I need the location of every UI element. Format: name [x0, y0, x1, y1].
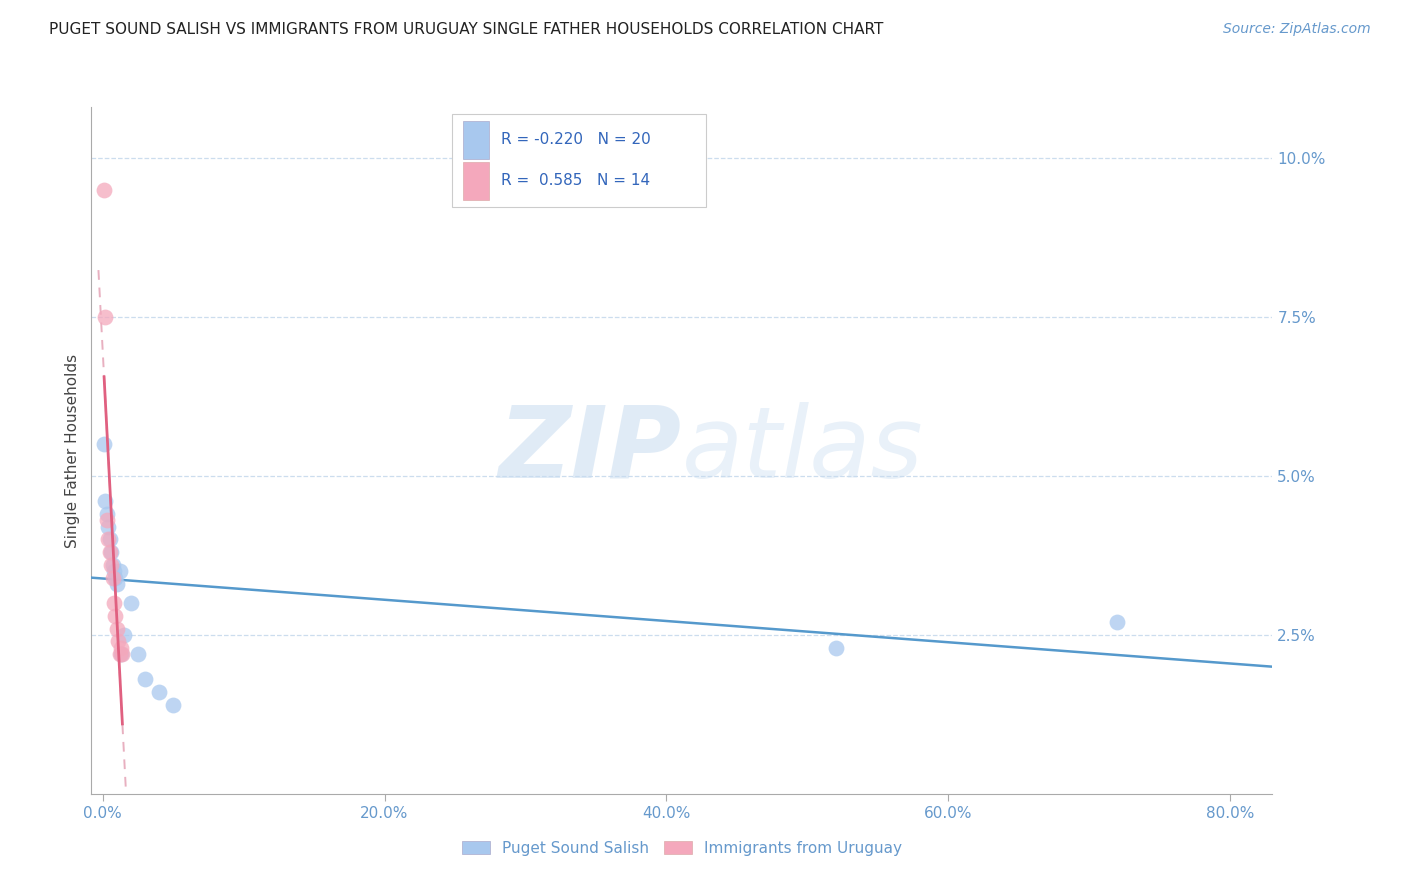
Point [824, 640, 846, 655]
Point [104, 608, 127, 623]
Point [127, 647, 149, 661]
Point [98, 545, 121, 559]
Point [105, 577, 128, 591]
Point [110, 640, 132, 655]
Point [134, 673, 156, 687]
Text: R = -0.220   N = 20: R = -0.220 N = 20 [501, 132, 651, 147]
Text: atlas: atlas [682, 402, 924, 499]
Point [105, 622, 128, 636]
Point [97, 520, 120, 534]
Legend: Puget Sound Salish, Immigrants from Uruguay: Puget Sound Salish, Immigrants from Urug… [456, 835, 908, 862]
Point [100, 545, 122, 559]
Point [103, 564, 125, 578]
Point [103, 596, 125, 610]
Point [97, 533, 120, 547]
Point [94, 310, 117, 324]
Point [162, 698, 184, 712]
Text: PUGET SOUND SALISH VS IMMIGRANTS FROM URUGUAY SINGLE FATHER HOUSEHOLDS CORRELATI: PUGET SOUND SALISH VS IMMIGRANTS FROM UR… [49, 22, 883, 37]
Point [107, 634, 129, 648]
Text: ZIP: ZIP [499, 402, 682, 499]
Point [1107, 615, 1129, 630]
Point [94, 494, 117, 508]
Text: R =  0.585   N = 14: R = 0.585 N = 14 [501, 173, 651, 188]
Point [112, 628, 135, 642]
FancyBboxPatch shape [451, 114, 706, 207]
Point [104, 571, 127, 585]
Point [120, 596, 142, 610]
Point [101, 558, 124, 572]
Point [98, 533, 121, 547]
Point [111, 647, 134, 661]
Point [96, 507, 118, 521]
Point [100, 558, 122, 572]
Point [108, 564, 131, 578]
FancyBboxPatch shape [464, 120, 489, 159]
Point [108, 647, 131, 661]
Point [96, 513, 118, 527]
Point [93, 437, 115, 451]
Point [110, 647, 132, 661]
FancyBboxPatch shape [464, 162, 489, 200]
Point [93, 183, 115, 197]
Text: Source: ZipAtlas.com: Source: ZipAtlas.com [1223, 22, 1371, 37]
Y-axis label: Single Father Households: Single Father Households [65, 353, 80, 548]
Point [148, 685, 170, 699]
Point [101, 571, 124, 585]
